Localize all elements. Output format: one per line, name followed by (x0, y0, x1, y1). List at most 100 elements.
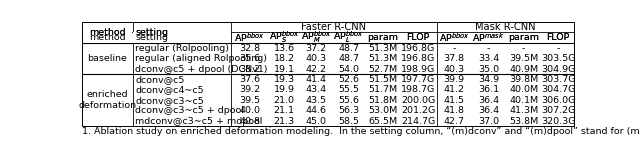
Text: 37.6: 37.6 (239, 75, 260, 84)
Text: 33.4: 33.4 (478, 54, 499, 63)
Text: 40.9M: 40.9M (509, 65, 538, 74)
Text: 18.2: 18.2 (274, 54, 294, 63)
Text: 35.0: 35.0 (478, 65, 499, 74)
Text: dconv@c3~c5 + dpool: dconv@c3~c5 + dpool (135, 106, 244, 115)
Text: 214.7G: 214.7G (401, 117, 435, 126)
Text: 44.6: 44.6 (305, 106, 326, 115)
Text: enriched
deformation: enriched deformation (79, 90, 136, 110)
Text: 52.7M: 52.7M (368, 65, 397, 74)
Text: method: method (89, 33, 126, 42)
Text: 51.8M: 51.8M (368, 96, 397, 105)
Text: 43.5: 43.5 (305, 96, 326, 105)
Text: 320.3G: 320.3G (541, 117, 575, 126)
Text: -: - (557, 44, 560, 53)
Text: 19.9: 19.9 (274, 85, 294, 94)
Text: 53.8M: 53.8M (509, 117, 538, 126)
Text: -: - (487, 44, 490, 53)
Text: param: param (508, 33, 539, 42)
Text: 196.8G: 196.8G (401, 44, 435, 53)
Text: 40.0: 40.0 (239, 106, 260, 115)
Text: 41.3M: 41.3M (509, 106, 538, 115)
Text: 45.0: 45.0 (305, 117, 326, 126)
Text: Faster R-CNN: Faster R-CNN (301, 22, 366, 32)
Text: 52.6: 52.6 (338, 75, 359, 84)
Text: AP$^{bbox}_{M}$: AP$^{bbox}_{M}$ (301, 30, 332, 45)
Text: dconv@c4~c5: dconv@c4~c5 (135, 85, 204, 94)
Text: method: method (89, 28, 126, 37)
Text: 304.7G: 304.7G (541, 85, 575, 94)
Text: 200.0G: 200.0G (401, 96, 435, 105)
Text: 36.1: 36.1 (478, 85, 499, 94)
Text: 56.3: 56.3 (338, 106, 359, 115)
Text: 36.4: 36.4 (478, 96, 499, 105)
Text: 306.0G: 306.0G (541, 96, 575, 105)
Text: AP$^{bbox}_{S}$: AP$^{bbox}_{S}$ (269, 30, 300, 45)
Text: 19.3: 19.3 (274, 75, 295, 84)
Text: AP$^{bbox}$: AP$^{bbox}$ (438, 31, 469, 44)
Text: 42.2: 42.2 (305, 65, 326, 74)
Text: 40.0M: 40.0M (509, 85, 538, 94)
Text: 19.1: 19.1 (274, 65, 294, 74)
Text: method: method (89, 28, 126, 37)
Text: 39.9: 39.9 (444, 75, 465, 84)
Text: 198.7G: 198.7G (401, 85, 435, 94)
Text: param: param (367, 33, 398, 42)
Text: 35.6: 35.6 (239, 54, 260, 63)
Bar (83, 32, 132, 43)
Text: 38.2: 38.2 (239, 65, 260, 74)
Text: 21.3: 21.3 (274, 117, 295, 126)
Text: 39.2: 39.2 (239, 85, 260, 94)
Text: 303.7G: 303.7G (541, 75, 575, 84)
Text: AP$^{bbox}_{L}$: AP$^{bbox}_{L}$ (333, 30, 364, 45)
Text: mdconv@c3~c5 + mdpool: mdconv@c3~c5 + mdpool (135, 117, 262, 126)
Text: 51.3M: 51.3M (368, 44, 397, 53)
Text: 201.2G: 201.2G (401, 106, 435, 115)
Text: 51.5M: 51.5M (368, 75, 397, 84)
Text: 41.2: 41.2 (444, 85, 465, 94)
Text: -: - (452, 44, 456, 53)
Text: dconv@c5 + dpool (DCNv1): dconv@c5 + dpool (DCNv1) (135, 65, 268, 74)
Text: 48.7: 48.7 (338, 54, 359, 63)
Text: 65.5M: 65.5M (368, 117, 397, 126)
Text: 37.8: 37.8 (444, 54, 465, 63)
Text: 42.7: 42.7 (444, 117, 465, 126)
Text: AP$^{bbox}$: AP$^{bbox}$ (234, 31, 265, 44)
Text: AP$^{bbox}_{M}$: AP$^{bbox}_{M}$ (301, 30, 332, 45)
Text: FLOP: FLOP (406, 33, 430, 42)
Text: dconv@c5: dconv@c5 (135, 75, 184, 84)
Text: baseline: baseline (88, 54, 127, 63)
Bar (83, 22, 575, 126)
Text: setting: setting (135, 28, 168, 37)
Text: param: param (367, 33, 398, 42)
Text: 51.7M: 51.7M (368, 85, 397, 94)
Text: 198.9G: 198.9G (401, 65, 435, 74)
Text: -: - (522, 44, 525, 53)
Text: 41.5: 41.5 (444, 96, 465, 105)
Text: 39.5M: 39.5M (509, 54, 538, 63)
Text: 58.5: 58.5 (338, 117, 359, 126)
Text: 21.1: 21.1 (274, 106, 294, 115)
Text: param: param (508, 33, 539, 42)
Text: AP$^{bbox}$: AP$^{bbox}$ (438, 31, 469, 44)
Text: 53.0M: 53.0M (368, 106, 397, 115)
Text: 55.5: 55.5 (338, 85, 359, 94)
Text: regular (Rolpooling): regular (Rolpooling) (135, 44, 229, 53)
Text: 1. Ablation study on enriched deformation modeling.  In the setting column, “(m): 1. Ablation study on enriched deformatio… (83, 127, 640, 136)
Text: 303.5G: 303.5G (541, 54, 575, 63)
Text: FLOP: FLOP (406, 33, 430, 42)
Text: dconv@c3~c5: dconv@c3~c5 (135, 96, 204, 105)
Text: 51.3M: 51.3M (368, 54, 397, 63)
Text: FLOP: FLOP (547, 33, 570, 42)
Text: 304.9G: 304.9G (541, 65, 575, 74)
Text: AP$^{bbox}_{S}$: AP$^{bbox}_{S}$ (269, 30, 300, 45)
Text: 37.2: 37.2 (305, 44, 326, 53)
Text: 48.7: 48.7 (338, 44, 359, 53)
Text: 41.8: 41.8 (444, 106, 465, 115)
Text: AP$^{bbox}_{L}$: AP$^{bbox}_{L}$ (333, 30, 364, 45)
Text: 54.0: 54.0 (338, 65, 359, 74)
Text: 13.6: 13.6 (274, 44, 295, 53)
Text: AP$^{bbox}$: AP$^{bbox}$ (234, 31, 265, 44)
Text: setting: setting (135, 33, 168, 42)
Text: regular (aligned Rolpooling): regular (aligned Rolpooling) (135, 54, 267, 63)
Text: Mask R-CNN: Mask R-CNN (476, 22, 536, 32)
